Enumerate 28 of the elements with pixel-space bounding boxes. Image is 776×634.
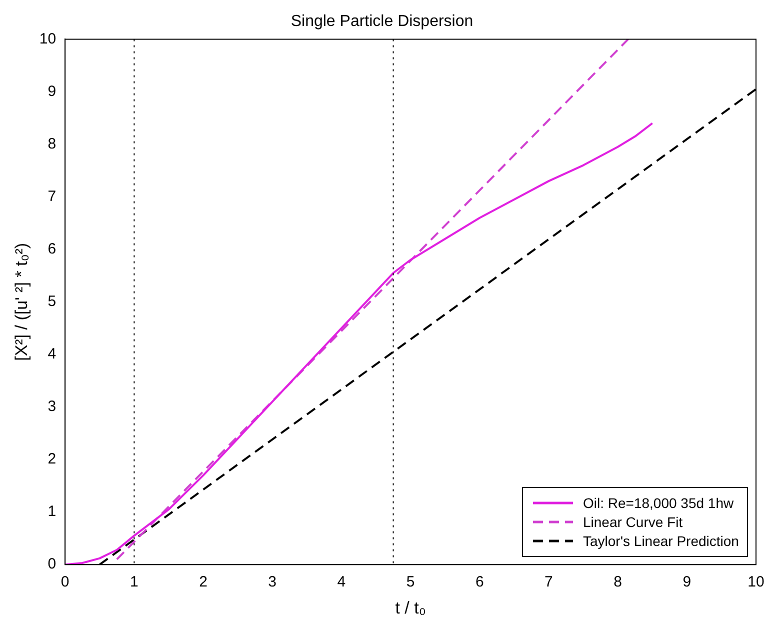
y-tick-label: 0 [48, 556, 56, 573]
y-tick-label: 8 [48, 135, 56, 152]
y-tick-label: 5 [48, 293, 56, 310]
x-tick-label: 4 [337, 574, 346, 591]
legend-label: Oil: Re=18,000 35d 1hw [583, 494, 734, 511]
y-tick-label: 2 [48, 450, 56, 468]
legend-label: Taylor's Linear Prediction [583, 532, 739, 549]
y-tick-label: 9 [48, 82, 56, 100]
y-tick-label: 1 [48, 503, 56, 520]
legend-label: Linear Curve Fit [583, 514, 683, 530]
x-tick-label: 7 [544, 574, 553, 591]
y-tick-label: 4 [48, 346, 56, 363]
y-axis-title: [X²] / ([u' ²] * t₀²) [12, 242, 31, 361]
x-tick-label: 2 [199, 574, 208, 591]
x-tick-label: 6 [475, 574, 484, 591]
y-tick-label: 10 [39, 30, 56, 48]
x-tick-label: 1 [130, 574, 138, 591]
x-tick-label: 3 [268, 574, 277, 591]
x-axis-title: t / t₀ [395, 598, 426, 618]
x-tick-label: 9 [682, 574, 692, 591]
y-tick-label: 3 [48, 398, 56, 416]
y-tick-label: 7 [48, 188, 56, 205]
chart-title: Single Particle Dispersion [290, 13, 474, 30]
x-tick-label: 10 [748, 574, 764, 591]
x-tick-label: 5 [406, 574, 415, 591]
y-tick-label: 6 [48, 240, 56, 258]
x-tick-label: 0 [60, 574, 70, 591]
x-tick-label: 8 [614, 574, 622, 591]
